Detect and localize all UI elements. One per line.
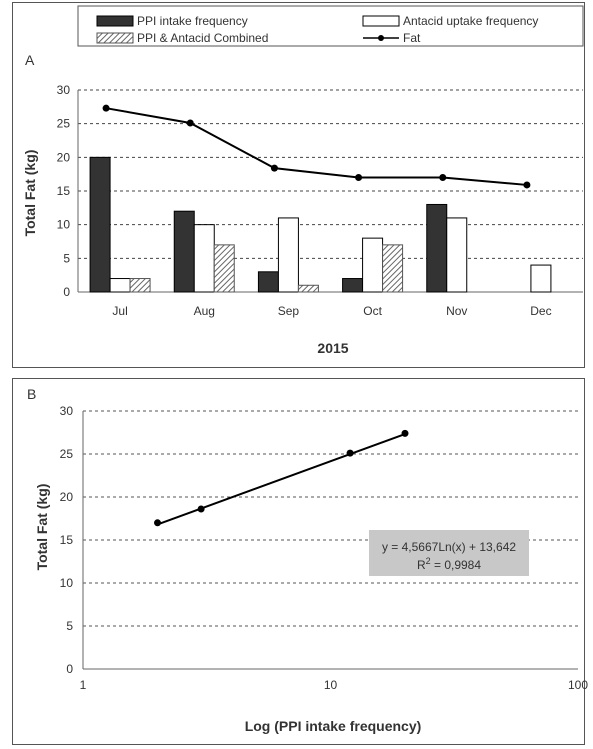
- trendline-equation: y = 4,5667Ln(x) + 13,642: [382, 540, 516, 554]
- y-tick-label: 15: [60, 533, 74, 547]
- bar: [213, 244, 235, 293]
- chart-b-plot: 0 5 10 15 20 25 30 1 10 100: [60, 404, 589, 692]
- fat-point: [270, 164, 278, 172]
- y-tick-label: 5: [66, 619, 73, 633]
- legend-swatch-antacid: [362, 15, 400, 27]
- y-tick-label: 30: [60, 404, 74, 418]
- y-tick-label: 20: [60, 490, 74, 504]
- panel-label-a: A: [25, 52, 35, 68]
- r-squared-label: R2 = 0,9984: [417, 556, 481, 572]
- bar: [382, 244, 404, 293]
- y-tick-label: 10: [57, 218, 71, 232]
- fat-point: [186, 119, 194, 127]
- trendline: [157, 433, 406, 526]
- bar: [426, 203, 448, 293]
- data-point: [154, 519, 162, 527]
- y-tick-label: 30: [57, 83, 71, 97]
- y-tick-label: 25: [57, 117, 71, 131]
- legend-label-ppi: PPI intake frequency: [137, 14, 248, 28]
- fat-point: [355, 174, 363, 182]
- fat-point: [439, 174, 447, 182]
- bar: [446, 217, 468, 293]
- legend-box: [77, 5, 584, 47]
- y-axis-title-b: Total Fat (kg): [34, 484, 50, 571]
- bar: [173, 210, 195, 293]
- x-tick-label: 100: [568, 678, 588, 692]
- legend-label-fat: Fat: [403, 31, 421, 45]
- y-tick-label: 15: [57, 184, 71, 198]
- bar: [362, 237, 384, 293]
- equation-box: [369, 530, 529, 576]
- y-tick-label: 5: [63, 251, 70, 265]
- y-tick-label: 0: [66, 662, 73, 676]
- bar: [193, 224, 215, 293]
- bar: [109, 278, 131, 293]
- data-point: [401, 429, 409, 437]
- x-tick-label: Aug: [194, 304, 215, 318]
- legend-label-antacid: Antacid uptake frequency: [403, 14, 538, 28]
- chart-panel-a: PPI intake frequency Antacid uptake freq…: [12, 2, 585, 368]
- x-tick-label: Sep: [278, 304, 300, 318]
- bar: [257, 271, 279, 293]
- bar: [129, 278, 151, 293]
- y-tick-label: 10: [60, 576, 74, 590]
- x-tick-label: 10: [324, 678, 338, 692]
- fat-line: [105, 107, 528, 186]
- legend-label-combined: PPI & Antacid Combined: [137, 31, 268, 45]
- legend-swatch-combined: [96, 32, 134, 44]
- x-axis-title-a: 2015: [317, 340, 348, 356]
- x-tick-label: 1: [80, 678, 87, 692]
- y-tick-label: 0: [63, 285, 70, 299]
- fat-point: [102, 104, 110, 112]
- x-tick-label: Nov: [446, 304, 467, 318]
- panel-label-b: B: [27, 386, 36, 402]
- bar: [89, 156, 111, 293]
- bar: [530, 264, 552, 293]
- x-tick-label: Dec: [530, 304, 551, 318]
- data-point: [197, 505, 205, 513]
- x-axis-title-b: Log (PPI intake frequency): [245, 718, 422, 734]
- bar: [277, 217, 299, 293]
- chart-b-svg: B 0 5 10 15 20 25 30 1 10 100 y = 4,5667Ln(x) + 1…: [27, 386, 589, 734]
- x-tick-label: Jul: [112, 304, 127, 318]
- y-tick-label: 20: [57, 150, 71, 164]
- chart-panel-b: B 0 5 10 15 20 25 30 1 10 100 y = 4,5667Ln(x) + 1…: [12, 378, 589, 745]
- legend-swatch-ppi: [96, 15, 134, 27]
- chart-a-plot: 0 5 10 15 20 25 30 Jul Aug Sep Oct Nov Dec: [57, 83, 583, 318]
- legend-swatch-fat-dot: [378, 35, 384, 41]
- x-tick-label: Oct: [363, 304, 382, 318]
- data-point: [346, 449, 354, 457]
- bar: [342, 278, 364, 293]
- chart-a-svg: PPI intake frequency Antacid uptake freq…: [22, 5, 584, 356]
- y-tick-label: 25: [60, 447, 74, 461]
- bar: [297, 284, 319, 293]
- fat-point: [523, 181, 531, 189]
- y-axis-title-a: Total Fat (kg): [22, 150, 38, 237]
